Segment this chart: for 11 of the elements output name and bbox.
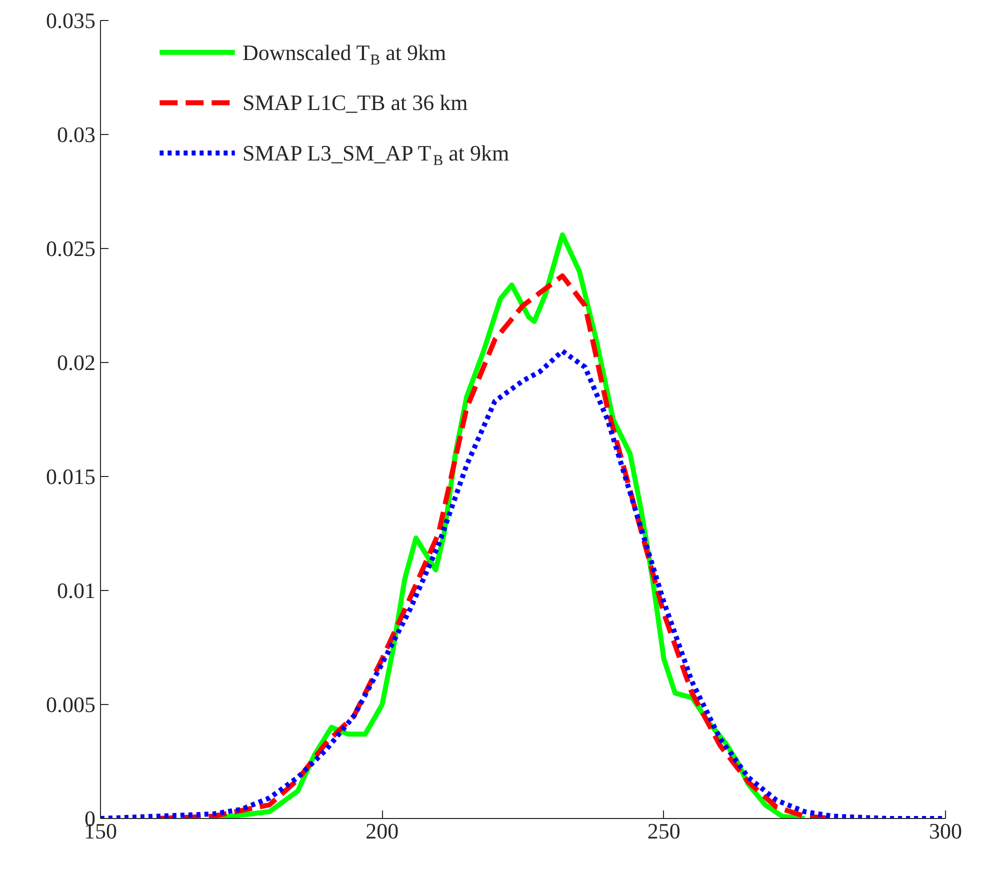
y-tick-label: 0.01 xyxy=(57,578,96,603)
y-tick-label: 0.03 xyxy=(57,122,96,147)
x-tick-label: 250 xyxy=(647,818,680,844)
legend-label: SMAP L1C_TB at 36 km xyxy=(242,90,468,116)
x-tick-label: 300 xyxy=(929,818,962,844)
y-tick-label: 0.02 xyxy=(57,350,96,375)
y-tick-label: 0.005 xyxy=(46,692,96,717)
y-tick-label: 0.025 xyxy=(46,236,96,261)
x-tick-label: 200 xyxy=(366,818,399,844)
y-tick-label: 0.035 xyxy=(46,8,96,33)
y-tick-label: 0.015 xyxy=(46,464,96,489)
